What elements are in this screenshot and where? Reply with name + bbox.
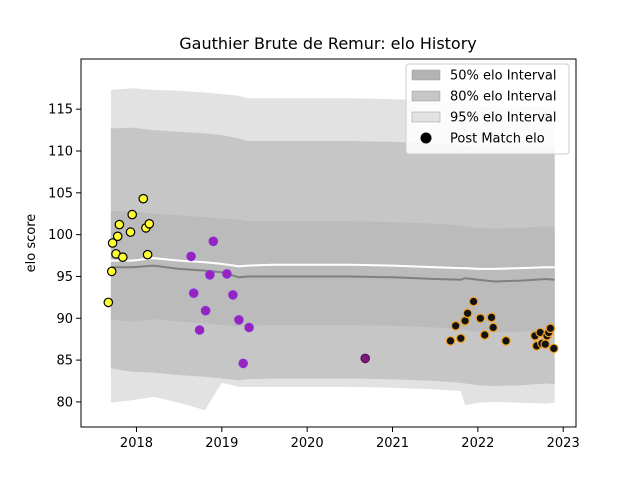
data-point bbox=[450, 320, 461, 331]
y-axis-label: elo score bbox=[24, 214, 39, 273]
data-point bbox=[545, 323, 556, 334]
data-point bbox=[138, 193, 149, 204]
data-point bbox=[208, 236, 219, 247]
legend-label: 50% elo Interval bbox=[450, 69, 557, 84]
data-point bbox=[462, 308, 473, 319]
x-tick-label: 2022 bbox=[461, 436, 494, 451]
data-point bbox=[455, 333, 466, 344]
data-point bbox=[106, 266, 117, 277]
x-tick-label: 2019 bbox=[205, 436, 238, 451]
legend-swatch bbox=[411, 69, 441, 81]
mean-line bbox=[110, 257, 555, 270]
data-point bbox=[118, 252, 128, 263]
data-point bbox=[228, 290, 238, 300]
data-point bbox=[360, 353, 370, 364]
data-point bbox=[186, 251, 196, 262]
data-point bbox=[222, 269, 232, 279]
data-point bbox=[548, 343, 559, 354]
y-tick-label: 80 bbox=[56, 395, 73, 410]
data-point bbox=[144, 219, 155, 229]
data-point bbox=[188, 288, 199, 298]
x-tick-label: 2021 bbox=[376, 436, 409, 451]
legend: 50% elo Interval 80% elo Interval 95% elo … bbox=[405, 63, 570, 155]
data-point bbox=[486, 312, 497, 323]
legend-swatch bbox=[411, 90, 441, 102]
data-point bbox=[238, 358, 248, 369]
y-tick-label: 100 bbox=[48, 228, 73, 243]
data-point bbox=[205, 269, 215, 280]
data-point bbox=[540, 339, 551, 349]
data-point bbox=[200, 305, 211, 316]
data-point bbox=[488, 322, 498, 333]
legend-label: 80% elo Interval bbox=[450, 90, 557, 105]
chart-title: Gauthier Brute de Remur: elo History bbox=[179, 34, 477, 53]
legend-box bbox=[405, 63, 570, 155]
x-tick-label: 2020 bbox=[291, 436, 324, 451]
interval-bands bbox=[110, 88, 555, 411]
data-point bbox=[244, 322, 254, 333]
data-point bbox=[107, 238, 118, 248]
y-tick-label: 90 bbox=[56, 312, 73, 327]
y-tick-label: 85 bbox=[56, 354, 73, 369]
median-line bbox=[110, 264, 555, 283]
plot-frame bbox=[80, 58, 577, 428]
x-tick-label: 2018 bbox=[120, 436, 153, 451]
data-point bbox=[194, 325, 205, 335]
legend-swatch bbox=[411, 111, 441, 123]
data-point bbox=[112, 231, 123, 242]
legend-marker bbox=[420, 132, 432, 144]
y-tick-label: 110 bbox=[48, 145, 73, 160]
data-point bbox=[234, 315, 244, 325]
data-point bbox=[468, 296, 479, 307]
data-point bbox=[445, 336, 456, 346]
y-tick-label: 95 bbox=[56, 270, 73, 285]
data-point bbox=[127, 209, 137, 220]
data-point bbox=[475, 313, 486, 324]
data-point bbox=[142, 249, 153, 260]
data-point bbox=[114, 219, 125, 230]
data-point bbox=[125, 227, 136, 237]
data-point bbox=[103, 297, 114, 308]
band-50 bbox=[110, 211, 555, 333]
legend-label: 95% elo Interval bbox=[450, 111, 557, 126]
axes: 2018 2019 2020 2021 2022 2023 80 85 90 95 100 105 11… bbox=[48, 58, 580, 451]
legend-label: Post Match elo bbox=[450, 132, 545, 147]
data-point bbox=[501, 336, 511, 346]
y-tick-label: 115 bbox=[48, 103, 73, 118]
y-tick-label: 105 bbox=[48, 186, 73, 201]
x-tick-label: 2023 bbox=[547, 436, 580, 451]
elo-lines bbox=[110, 257, 555, 283]
data-point bbox=[479, 330, 490, 340]
post-match-points bbox=[103, 193, 559, 369]
